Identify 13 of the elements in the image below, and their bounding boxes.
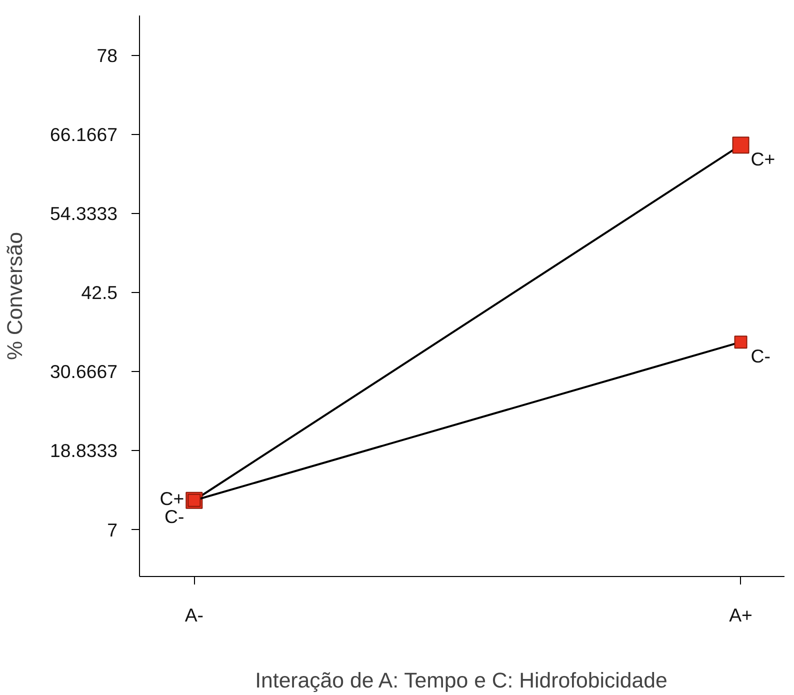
text: C-	[750, 346, 770, 367]
y-tick-label: 7	[107, 519, 118, 540]
y-tick-label: 42.5	[81, 282, 118, 304]
y-tick-label: 18.8333	[50, 440, 118, 462]
y-tick-label: 30.6667	[50, 361, 118, 382]
y-axis-title: % Conversão	[3, 232, 28, 360]
series-label: C+	[750, 148, 776, 170]
x-tick-label: A-	[184, 604, 204, 626]
x-tick-label: A+	[729, 604, 752, 626]
y-tick-label: 54.3333	[50, 203, 118, 224]
y-tick-label: 78	[96, 45, 118, 66]
x-axis-title: Interação de A: Tempo e C: Hidrofobicidade	[255, 668, 668, 692]
y-tick-label: 66.1667	[50, 124, 118, 146]
